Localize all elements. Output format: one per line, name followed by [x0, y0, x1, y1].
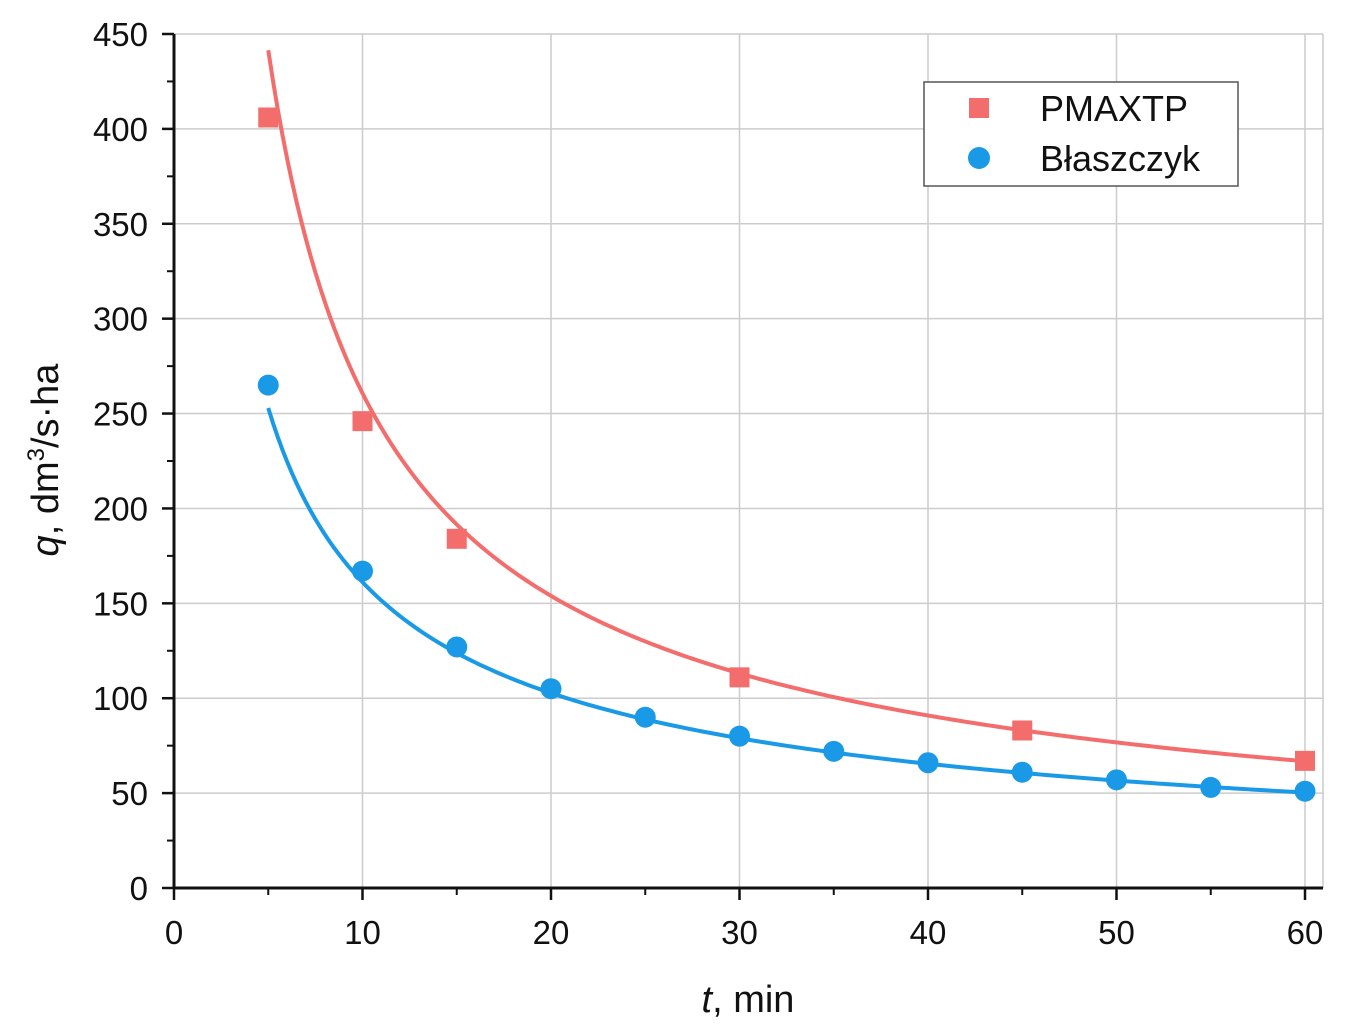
data-point-pmaxtp — [352, 411, 373, 432]
legend-label-pmaxtp: PMAXTP — [1040, 88, 1188, 129]
data-point-pmaxtp — [1295, 750, 1315, 771]
data-point-blaszczyk — [1011, 761, 1033, 783]
legend-marker-blaszczyk — [968, 147, 990, 169]
x-tick-label: 10 — [344, 914, 381, 951]
x-tick-label: 0 — [165, 914, 183, 951]
x-tick-label: 60 — [1287, 914, 1324, 951]
y-tick-label: 300 — [93, 301, 148, 338]
data-point-pmaxtp — [258, 107, 279, 128]
data-point-blaszczyk — [823, 740, 845, 762]
y-tick-label: 400 — [93, 111, 148, 148]
y-axis-title: q, dm3/s·ha — [23, 363, 67, 557]
x-axis-title: t, min — [702, 979, 795, 1021]
y-tick-label: 50 — [111, 775, 148, 812]
x-tick-label: 50 — [1098, 914, 1135, 951]
legend-marker-pmaxtp — [969, 98, 989, 118]
y-tick-label: 450 — [93, 16, 148, 53]
y-tick-label: 250 — [93, 396, 148, 433]
fit-curve-pmaxtp — [266, 49, 1306, 764]
x-tick-label: 30 — [721, 914, 758, 951]
y-tick-label: 0 — [130, 870, 148, 907]
data-point-blaszczyk — [446, 636, 468, 658]
data-point-blaszczyk — [1200, 776, 1222, 798]
y-tick-label: 100 — [93, 680, 148, 717]
data-point-blaszczyk — [1294, 780, 1316, 802]
data-point-pmaxtp — [729, 667, 750, 688]
axes: 0 50 100 150 200 250 300 350 400 450 0 10 20 30 40 50 60 — [93, 16, 1323, 951]
y-tick-label: 150 — [93, 585, 148, 622]
legend-label-blaszczyk: Błaszczyk — [1040, 138, 1201, 179]
fit-curves — [266, 49, 1306, 795]
y-tick-label: 350 — [93, 206, 148, 243]
data-point-blaszczyk — [729, 725, 750, 747]
data-point-blaszczyk — [540, 678, 562, 700]
data-point-blaszczyk — [917, 752, 939, 774]
data-point-pmaxtp — [446, 528, 467, 549]
data-point-blaszczyk — [634, 706, 656, 728]
data-points — [257, 107, 1316, 802]
fit-curve-blaszczyk — [266, 407, 1306, 795]
data-point-blaszczyk — [257, 374, 279, 396]
legend: PMAXTP Błaszczyk — [923, 81, 1239, 187]
x-tick-label: 40 — [910, 914, 947, 951]
data-point-blaszczyk — [1106, 769, 1127, 791]
x-tick-label: 20 — [533, 914, 570, 951]
data-point-pmaxtp — [1012, 720, 1033, 741]
data-point-blaszczyk — [352, 560, 373, 582]
y-tick-label: 200 — [93, 490, 148, 527]
